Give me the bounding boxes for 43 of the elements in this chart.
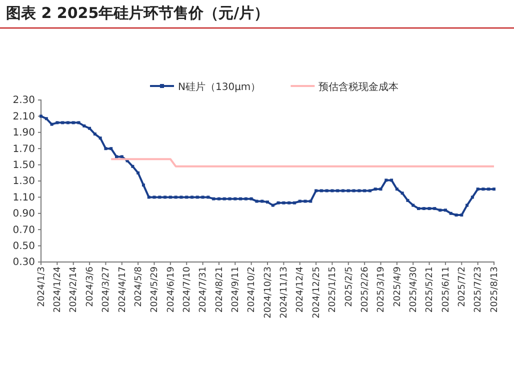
x-tick-label: 2024/11/13 <box>280 266 290 318</box>
x-tick-label: 2024/1/24 <box>53 266 64 313</box>
x-tick-label: 2024/3/6 <box>85 266 96 307</box>
x-tick-label: 2024/10/2 <box>247 266 258 313</box>
y-tick-label: 2.10 <box>12 111 35 122</box>
x-tick-label: 2025/2/26 <box>360 266 370 313</box>
legend-label: 预估含税现金成本 <box>318 81 399 93</box>
x-tick-label: 2024/5/8 <box>134 266 144 307</box>
y-tick-label: 0.90 <box>12 208 35 220</box>
x-tick-label: 2025/8/13 <box>490 266 500 313</box>
y-tick-label: 0.30 <box>12 257 35 268</box>
y-tick-label: 0.50 <box>12 241 35 252</box>
y-tick-label: 0.70 <box>12 224 35 236</box>
x-tick-label: 2024/5/29 <box>150 266 160 313</box>
x-tick-label: 2024/4/17 <box>118 266 128 313</box>
x-tick-label: 2024/9/11 <box>230 266 241 313</box>
x-tick-label: 2025/4/9 <box>392 266 403 307</box>
y-tick-label: 1.50 <box>12 160 35 171</box>
x-tick-label: 2025/2/5 <box>344 266 354 307</box>
y-tick-label: 1.10 <box>12 192 35 204</box>
chart-title: 图表 2 2025年硅片环节售价（元/片） <box>6 4 270 22</box>
x-tick-label: 2024/7/10 <box>182 266 192 313</box>
y-tick-label: 1.70 <box>12 144 35 155</box>
x-tick-label: 2024/3/27 <box>102 266 112 313</box>
y-tick-label: 1.30 <box>12 176 35 188</box>
x-tick-label: 2024/2/14 <box>69 266 80 313</box>
x-tick-label: 2024/6/19 <box>166 266 176 313</box>
x-tick-label: 2025/7/23 <box>474 266 484 313</box>
x-tick-label: 2024/12/25 <box>312 266 322 318</box>
x-tick-label: 2024/12/4 <box>296 266 306 313</box>
x-tick-label: 2024/8/21 <box>214 266 225 313</box>
legend-label: N硅片（130μm） <box>178 81 261 93</box>
x-tick-label: 2025/1/15 <box>328 266 338 313</box>
x-tick-label: 2024/1/3 <box>36 266 47 307</box>
y-tick-label: 2.30 <box>12 95 35 106</box>
x-tick-label: 2025/7/2 <box>457 266 468 307</box>
x-tick-label: 2024/10/23 <box>263 266 274 318</box>
x-tick-label: 2025/4/30 <box>408 266 419 313</box>
x-tick-label: 2025/6/11 <box>441 266 452 313</box>
y-tick-label: 1.90 <box>12 128 35 139</box>
x-tick-label: 2024/7/31 <box>198 266 209 313</box>
x-tick-label: 2025/5/21 <box>425 266 436 313</box>
x-tick-label: 2025/3/19 <box>376 266 387 313</box>
